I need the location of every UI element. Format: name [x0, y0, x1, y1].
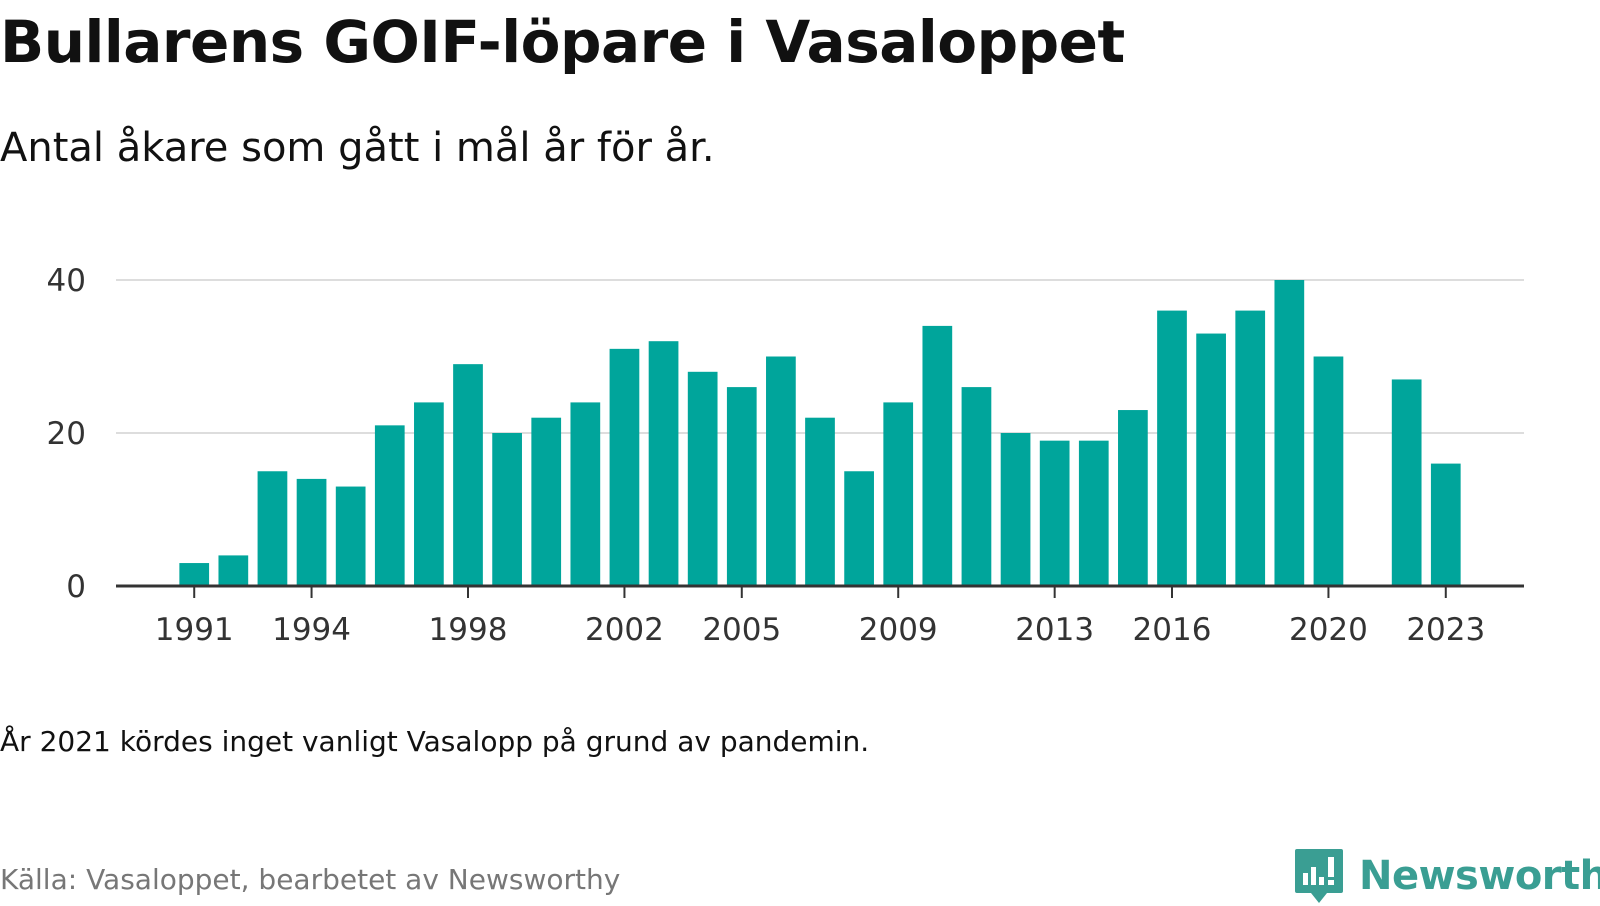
bar-1996	[374, 425, 405, 586]
x-tick-label: 2023	[1406, 612, 1485, 648]
bar-2007	[805, 417, 835, 586]
y-axis-tick-labels: 0 20 40	[47, 263, 86, 605]
bars	[179, 280, 1461, 586]
bar-2000	[531, 417, 562, 586]
bar-chart: 0 20 40 1991 1994 1998 2002 2005 2009 2013 2016 20…	[47, 263, 1524, 648]
x-tick-label: 2020	[1289, 612, 1368, 648]
logo-text: Newsworthy	[1359, 853, 1600, 899]
chart-title: Bullarens GOIF-löpare i Vasaloppet	[0, 8, 1125, 76]
x-axis-tick-labels: 1991 1994 1998 2002 2005 2009 2013 2016 2020 2023	[155, 612, 1485, 648]
bar-2002	[609, 348, 640, 586]
bar-2011	[961, 387, 992, 586]
x-tick-label: 2013	[1015, 612, 1094, 648]
x-tick-label: 2005	[702, 612, 781, 648]
bar-2015	[1118, 410, 1148, 586]
bar-1992	[218, 555, 249, 586]
bar-2004	[687, 371, 718, 586]
bar-2019	[1274, 280, 1305, 586]
x-tick-label: 1998	[429, 612, 508, 648]
chart-note: År 2021 kördes inget vanligt Vasalopp på…	[0, 725, 870, 758]
bar-1993	[257, 471, 288, 586]
y-tick-label: 0	[66, 569, 86, 605]
x-tick-label: 1991	[155, 612, 234, 648]
bar-2001	[570, 402, 601, 586]
bar-2017	[1196, 333, 1226, 586]
bar-1998	[453, 364, 483, 586]
gridlines	[116, 279, 1524, 434]
bar-1997	[414, 402, 444, 586]
bar-2018	[1235, 310, 1266, 586]
y-tick-label: 40	[47, 263, 86, 299]
source-text: Källa: Vasaloppet, bearbetet av Newswort…	[0, 863, 621, 896]
bar-2022	[1391, 379, 1422, 586]
bar-1991	[179, 563, 210, 586]
bar-2020	[1313, 356, 1344, 586]
x-tick-label: 1994	[272, 612, 351, 648]
x-tick-label: 2009	[859, 612, 938, 648]
bar-2009	[883, 402, 914, 586]
bar-2016	[1157, 310, 1187, 586]
bar-1999	[492, 433, 522, 586]
bar-2003	[648, 341, 679, 586]
bar-2010	[922, 325, 953, 586]
bar-2014	[1078, 440, 1109, 586]
bar-2023	[1430, 463, 1461, 586]
bar-2012	[1000, 433, 1031, 586]
y-tick-label: 20	[47, 416, 86, 452]
bar-2008	[844, 471, 874, 586]
bar-2013	[1039, 440, 1070, 586]
bar-2006	[766, 356, 796, 586]
bar-1995	[335, 486, 366, 586]
bar-1994	[296, 478, 327, 586]
x-tick-label: 2016	[1133, 612, 1212, 648]
chart-subtitle: Antal åkare som gått i mål år för år.	[0, 125, 715, 171]
x-axis	[116, 584, 1524, 598]
newsworthy-logo-icon	[1295, 849, 1343, 903]
newsworthy-logo: Newsworthy	[1293, 846, 1600, 906]
bar-2005	[726, 387, 757, 586]
x-tick-label: 2002	[585, 612, 664, 648]
